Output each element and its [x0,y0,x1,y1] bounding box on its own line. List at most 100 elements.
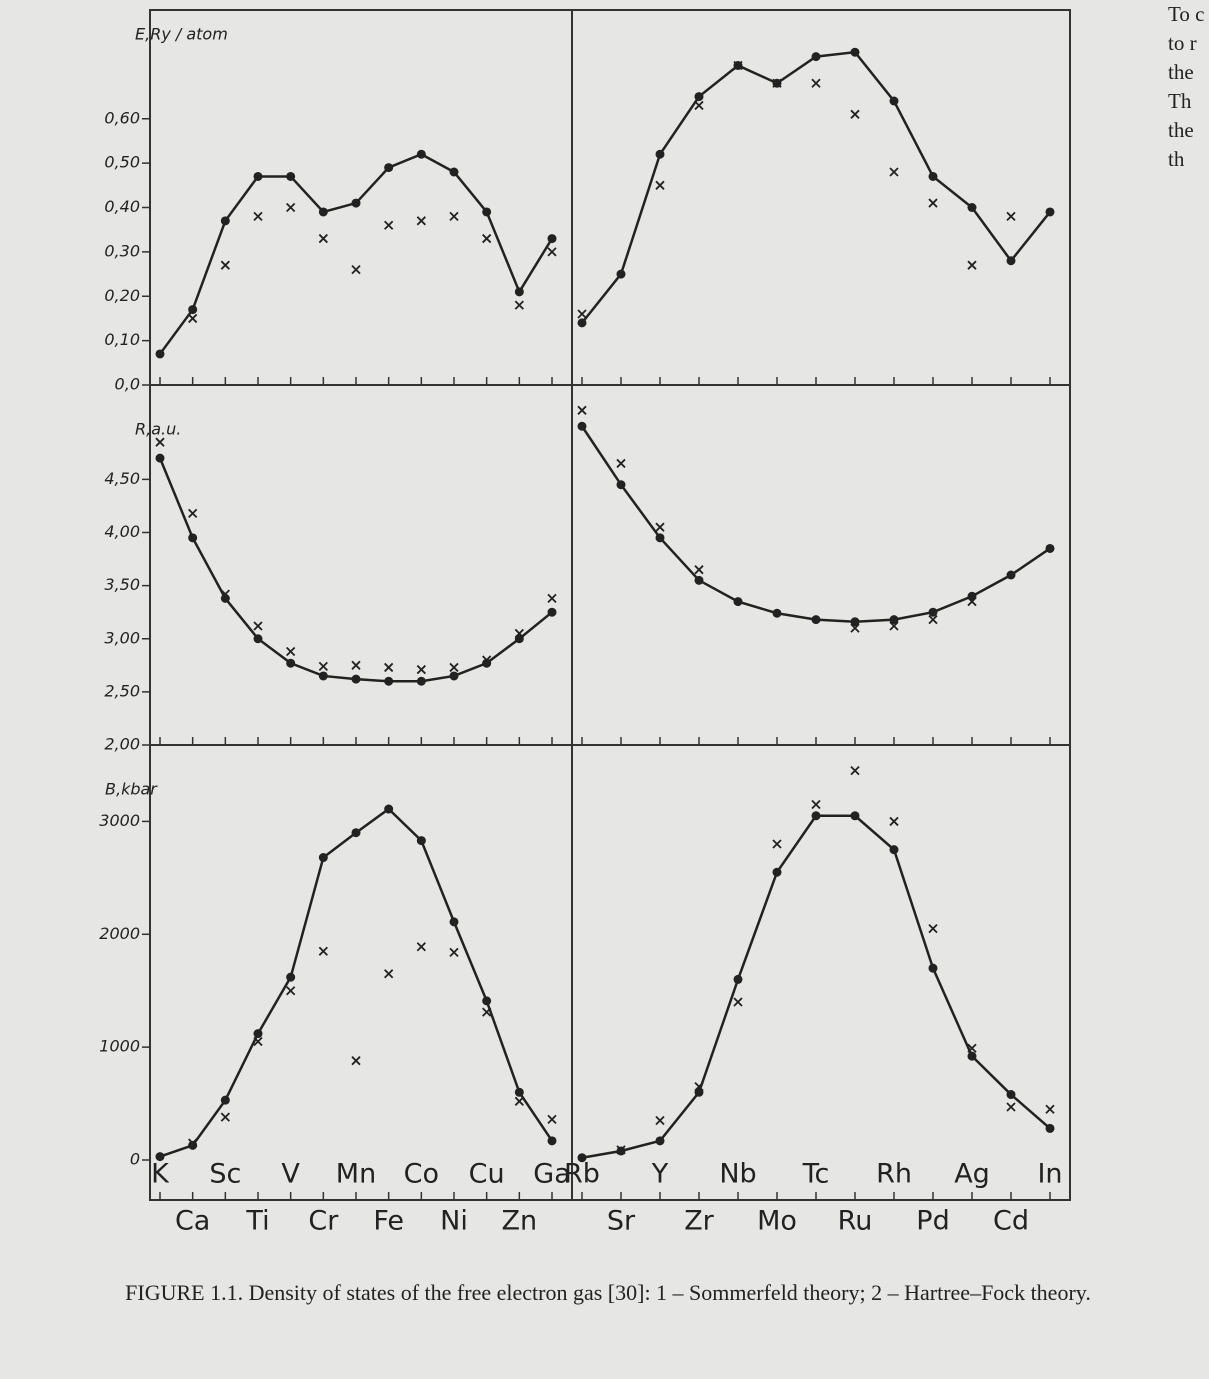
y-axis-label: B,kbar [105,780,158,799]
data-cross [253,621,263,631]
data-point [928,171,938,181]
x-tick-label: Cr [308,1206,339,1237]
data-point [449,167,459,177]
data-point [1045,543,1055,553]
data-cross [547,1114,557,1125]
data-point [220,1095,230,1105]
data-cross [772,839,782,849]
x-tick-label: Zr [684,1206,714,1237]
data-point [351,674,361,684]
x-tick-label: V [281,1159,300,1190]
data-point [577,421,587,431]
y-tick-label: 4,00 [104,522,140,541]
data-cross [351,660,361,670]
data-point [616,480,626,490]
data-cross [928,924,938,934]
data-cross [188,1138,198,1148]
data-point [772,608,782,618]
data-cross [655,180,665,190]
data-cross [547,593,557,604]
data-point [1006,570,1016,580]
margin-line: th [1168,147,1185,171]
x-tick-label: Tc [802,1159,830,1190]
data-cross [850,623,860,633]
x-tick-label: Cd [993,1206,1029,1237]
data-point [416,676,426,686]
data-point [514,287,524,297]
x-tick-label: Sr [607,1206,636,1237]
data-cross [694,100,704,111]
x-tick-label: K [151,1159,170,1190]
data-point [967,203,977,212]
data-point [253,634,263,644]
data-point [351,828,361,838]
x-tick-label: Co [404,1159,439,1190]
data-cross [449,211,459,222]
data-point [1045,1123,1055,1133]
data-point [889,845,899,855]
data-cross [416,216,426,226]
data-point [482,996,492,1006]
data-cross [416,664,426,675]
data-point [733,597,743,607]
x-tick-label: Pd [916,1206,949,1237]
data-point [416,149,426,159]
data-point [286,171,296,181]
x-tick-label: Ag [954,1159,990,1190]
data-point [384,676,394,686]
data-cross [577,405,587,415]
y-tick-label: 2000 [99,924,140,943]
data-cross [220,1112,230,1122]
data-cross [928,614,938,625]
data-cross [482,233,492,244]
y-tick-label: 0 [130,1150,140,1169]
data-cross [318,233,328,244]
data-cross [384,220,394,230]
y-tick-label: 3,00 [104,628,140,647]
x-tick-label: Mo [757,1206,797,1237]
data-point [482,658,492,668]
data-point [1006,1090,1016,1100]
y-tick-label: 0,10 [104,330,140,349]
data-cross [655,1115,665,1126]
data-cross [889,167,899,177]
data-cross [850,766,860,776]
x-tick-label: Nb [719,1159,756,1190]
data-point [318,207,328,217]
caption: FIGURE 1.1. Density of states of the fre… [125,1280,1091,1305]
data-point [811,811,821,821]
data-cross [967,1043,977,1053]
data-point [384,163,394,173]
data-point [449,917,459,927]
data-cross [482,655,492,665]
data-cross [449,947,459,957]
margin-line: the [1168,60,1194,84]
x-tick-label: Ni [440,1206,468,1237]
data-point [811,52,821,62]
data-cross [811,799,821,810]
x-tick-label: Rb [564,1159,600,1190]
data-point [318,853,328,863]
margin-line: Th [1168,89,1192,113]
y-tick-label: 0,30 [104,241,140,260]
data-cross [694,1082,704,1092]
data-cross [733,997,743,1007]
y-tick-label: 3000 [99,811,140,830]
data-cross [547,247,557,257]
data-cross [286,986,296,996]
data-cross [384,662,394,673]
data-point [155,349,165,359]
x-tick-label: Ga [533,1159,570,1190]
data-cross [351,264,361,275]
x-tick-label: Y [651,1159,669,1190]
data-cross [482,1007,492,1017]
data-cross [889,621,899,631]
data-point [286,972,296,982]
data-cross [318,946,328,956]
data-cross [694,565,704,575]
data-point [547,234,557,244]
data-point [655,149,665,159]
data-cross [188,313,198,324]
data-point [655,1136,665,1146]
